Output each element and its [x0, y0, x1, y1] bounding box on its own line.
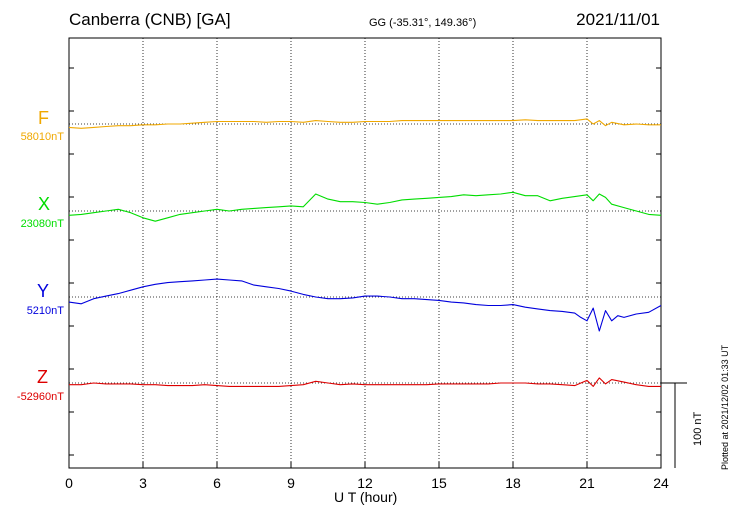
plot-date: 2021/11/01	[576, 10, 660, 29]
series-line-z	[69, 377, 661, 387]
series-lines	[68, 118, 662, 387]
station-title: Canberra (CNB) [GA]	[69, 10, 231, 29]
series-line-f	[68, 118, 661, 129]
plot-frame	[68, 37, 662, 469]
series-baseline-x: 23080nT	[20, 218, 64, 230]
x-tick-label-9: 9	[287, 475, 295, 491]
x-tick-label-12: 12	[357, 475, 373, 491]
series-name-z: Z	[37, 367, 48, 387]
series-line-y	[68, 278, 662, 332]
grid-lines	[142, 38, 588, 468]
x-tick-label-24: 24	[653, 475, 669, 491]
x-tick-label-0: 0	[65, 475, 73, 491]
series-baseline-z: -52960nT	[16, 391, 64, 403]
scale-bar-label: 100 nT	[692, 411, 704, 446]
series-line-x	[68, 191, 662, 222]
x-tick-label-21: 21	[579, 475, 595, 491]
x-tick-label-15: 15	[431, 475, 447, 491]
x-axis-label: U T (hour)	[334, 489, 398, 505]
series-name-y: Y	[37, 281, 50, 301]
x-tick-label-18: 18	[505, 475, 521, 491]
scale-bar	[661, 382, 687, 468]
station-coords: GG (-35.31°, 149.36°)	[369, 17, 477, 29]
series-name-f: F	[38, 108, 49, 128]
axis-ticks: 0 3 6 9 12 15 18 21 24	[65, 67, 669, 491]
x-tick-label-3: 3	[139, 475, 147, 491]
plotted-note: Plotted at 2021/12/02 01:33 UT	[720, 344, 730, 470]
series-name-x: X	[38, 194, 51, 214]
series-baseline-f: 58010nT	[20, 131, 64, 143]
x-tick-label-6: 6	[213, 475, 221, 491]
series-baseline-y: 5210nT	[26, 305, 64, 317]
